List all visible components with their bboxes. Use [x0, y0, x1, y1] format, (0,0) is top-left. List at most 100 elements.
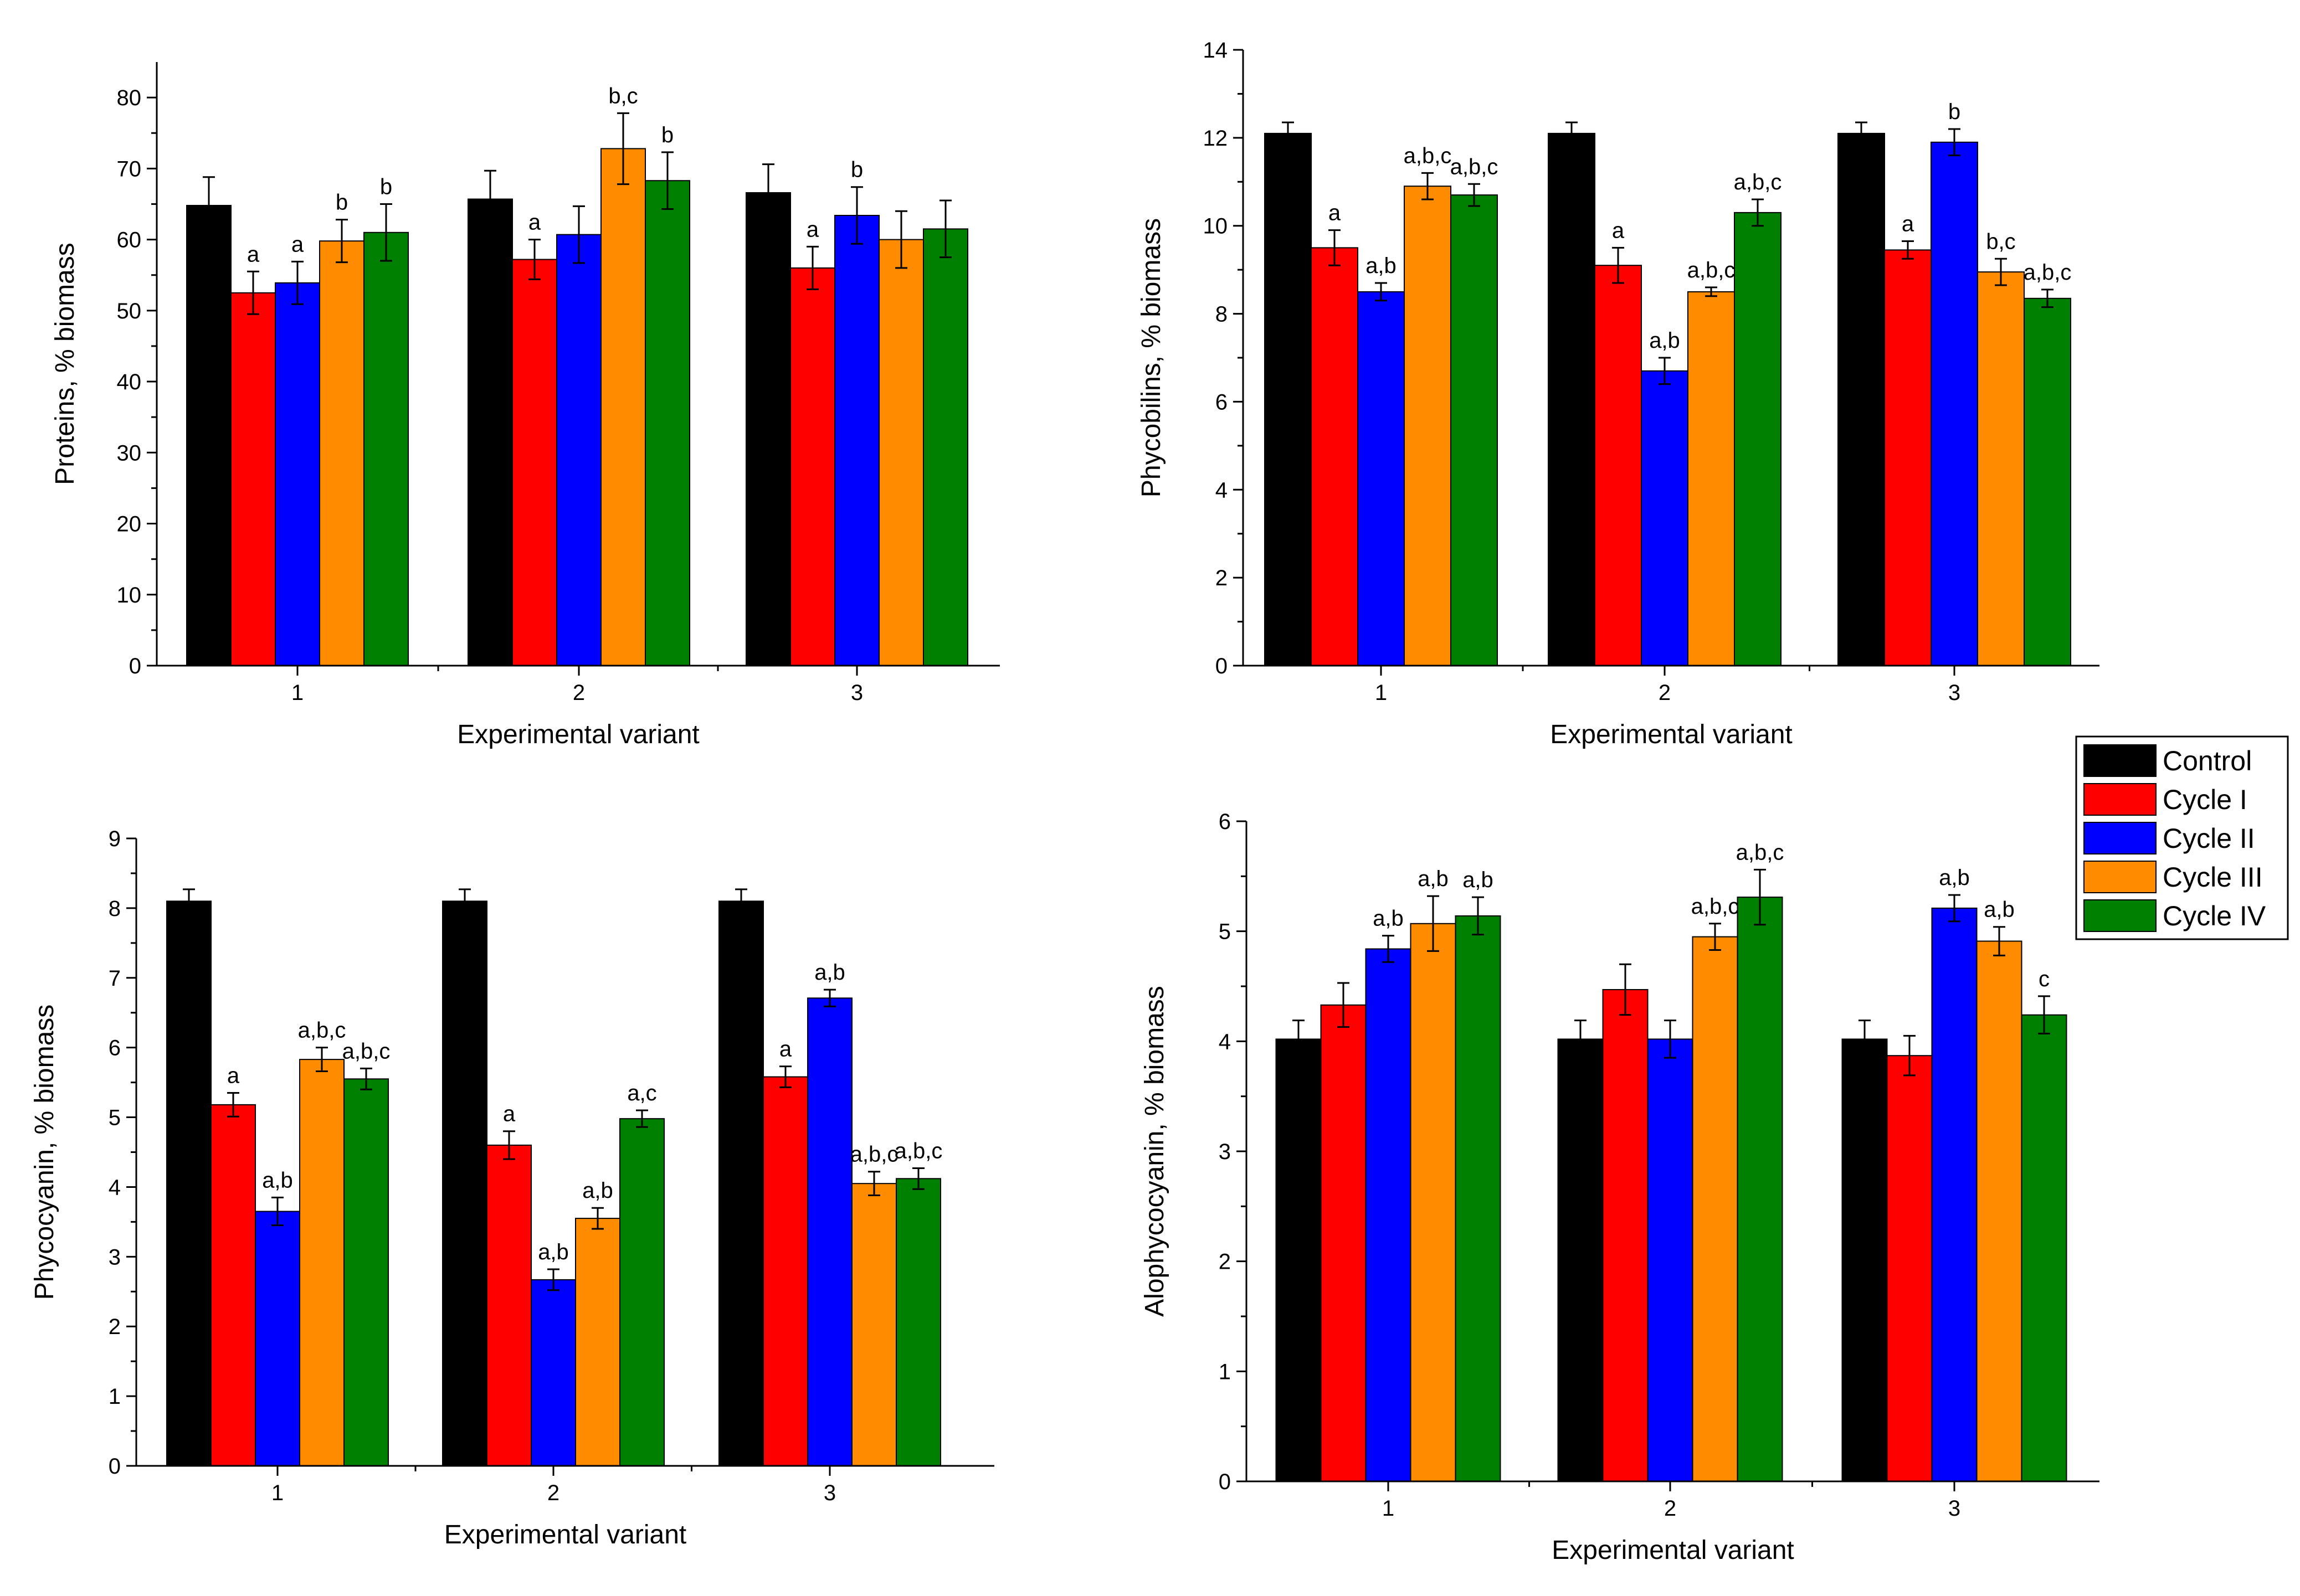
error-bar-cycle-ii-variant-1: [1375, 282, 1387, 302]
error-bar-cycle-i-variant-3: [807, 245, 819, 290]
error-bar-cycle-ii-variant-2: [1664, 1020, 1676, 1059]
y-axis-title: Phycocyanin, % biomass: [30, 1005, 59, 1300]
error-bar-cycle-iii-variant-1: [1427, 895, 1439, 952]
bar-cycle-iv-variant-3: [2021, 1014, 2067, 1482]
error-bar-control-variant-1: [203, 176, 215, 235]
bar-control-variant-3: [718, 900, 764, 1467]
significance-label: c: [2039, 967, 2050, 991]
bar-cycle-ii-variant-1: [1365, 948, 1411, 1482]
bar-control-variant-1: [186, 205, 232, 666]
legend-label-cycle-i: Cycle I: [2163, 784, 2247, 815]
y-tick-label: 10: [1203, 214, 1228, 239]
bar-cycle-iii-variant-1: [319, 240, 364, 666]
error-bar-control-variant-2: [1565, 121, 1578, 146]
bar-cycle-iii-variant-1: [1404, 186, 1451, 666]
bar-cycle-ii-variant-3: [1931, 907, 1978, 1482]
bar-cycle-iii-variant-2: [575, 1218, 620, 1467]
y-tick-label: 6: [109, 1036, 121, 1060]
bar-cycle-i-variant-3: [1886, 1055, 1933, 1482]
significance-label: a: [779, 1037, 792, 1062]
legend-swatch-cycle-iv: [2083, 899, 2157, 932]
x-axis-title: Experimental variant: [1550, 720, 1793, 749]
error-bar-control-variant-3: [1855, 121, 1867, 146]
bar-cycle-iv-variant-1: [1455, 915, 1501, 1482]
x-tick-label: 2: [573, 681, 585, 705]
x-tick-label: 1: [291, 681, 304, 705]
legend-swatch-cycle-iii: [2083, 861, 2157, 893]
error-bar-control-variant-1: [1282, 121, 1294, 146]
bar-cycle-ii-variant-2: [556, 234, 602, 667]
y-axis-title: Alophycocyanin, % biomass: [1140, 986, 1169, 1317]
significance-label: a: [227, 1064, 240, 1088]
error-bar-cycle-i-variant-3: [779, 1065, 792, 1088]
bar-cycle-iii-variant-2: [600, 148, 646, 666]
significance-label: a: [1328, 201, 1341, 225]
bar-cycle-iv-variant-2: [1734, 212, 1782, 666]
x-tick-label: 2: [1659, 681, 1671, 705]
bar-cycle-iv-variant-3: [896, 1178, 941, 1467]
y-axis-title: Phycobilins, % biomass: [1137, 218, 1166, 497]
error-bar-cycle-ii-variant-1: [271, 1196, 284, 1227]
y-tick-label: 70: [117, 157, 142, 181]
error-bar-cycle-i-variant-2: [503, 1130, 515, 1160]
error-bar-cycle-iii-variant-3: [895, 210, 907, 269]
error-bar-control-variant-2: [484, 169, 496, 229]
significance-label: a: [528, 210, 541, 235]
bar-cycle-iv-variant-1: [363, 231, 409, 666]
error-bar-cycle-iv-variant-3: [939, 199, 952, 259]
significance-label: a: [291, 232, 304, 256]
bar-cycle-iii-variant-3: [1976, 940, 2022, 1482]
y-tick-label: 0: [129, 654, 141, 678]
error-bar-cycle-ii-variant-3: [1948, 128, 1960, 157]
significance-label: a: [1902, 212, 1914, 236]
bar-control-variant-3: [1837, 132, 1885, 666]
x-axis-title: Experimental variant: [444, 1520, 687, 1549]
error-bar-cycle-iv-variant-1: [380, 203, 392, 262]
error-bar-control-variant-3: [735, 888, 747, 914]
y-tick-label: 60: [117, 228, 142, 253]
error-bar-cycle-iii-variant-1: [316, 1047, 328, 1072]
error-bar-cycle-iii-variant-1: [1421, 172, 1434, 200]
error-bar-cycle-i-variant-2: [528, 239, 541, 280]
significance-label: a,b,c: [1691, 894, 1739, 919]
error-bar-cycle-ii-variant-2: [547, 1268, 559, 1291]
y-tick-label: 5: [1219, 920, 1231, 944]
y-tick-label: 7: [109, 966, 121, 991]
legend-label-cycle-ii: Cycle II: [2163, 823, 2255, 854]
bar-cycle-ii-variant-2: [1647, 1038, 1693, 1482]
bar-cycle-iii-variant-3: [879, 239, 924, 667]
bar-control-variant-3: [1841, 1038, 1888, 1482]
y-tick-label: 4: [1215, 478, 1228, 502]
bar-control-variant-3: [746, 192, 791, 666]
legend-label-control: Control: [2163, 745, 2252, 776]
error-bar-cycle-iv-variant-1: [360, 1067, 372, 1090]
bar-cycle-ii-variant-3: [834, 215, 880, 666]
bar-control-variant-2: [1557, 1038, 1604, 1482]
error-bar-control-variant-1: [183, 888, 195, 914]
bar-cycle-ii-variant-1: [255, 1211, 300, 1466]
y-tick-label: 2: [109, 1315, 121, 1339]
error-bar-cycle-i-variant-3: [1903, 1034, 1916, 1077]
y-tick-label: 1: [1219, 1360, 1231, 1384]
y-tick-label: 6: [1219, 810, 1231, 834]
bar-cycle-ii-variant-3: [807, 997, 853, 1467]
error-bar-cycle-iii-variant-2: [1709, 923, 1721, 951]
bar-control-variant-1: [1275, 1038, 1322, 1482]
y-tick-label: 3: [109, 1245, 121, 1269]
y-tick-label: 0: [109, 1454, 121, 1479]
y-tick-label: 4: [109, 1175, 121, 1199]
significance-label: a,b,c: [1404, 143, 1452, 168]
error-bar-cycle-iv-variant-1: [1472, 896, 1484, 936]
legend: Control Cycle I Cycle II Cycle III Cycle…: [2075, 735, 2289, 940]
bar-cycle-i-variant-3: [763, 1076, 808, 1466]
x-axis-title: Experimental variant: [457, 720, 700, 749]
y-tick-label: 8: [1215, 302, 1228, 327]
bar-cycle-iv-variant-2: [645, 180, 690, 666]
y-tick-label: 80: [117, 86, 142, 110]
error-bar-control-variant-2: [459, 888, 471, 914]
y-tick-label: 4: [1219, 1029, 1231, 1054]
error-bar-control-variant-3: [762, 163, 774, 222]
significance-label: a,b: [1462, 868, 1493, 892]
x-axis-title: Experimental variant: [1552, 1536, 1794, 1565]
x-tick-label: 3: [824, 1481, 836, 1505]
